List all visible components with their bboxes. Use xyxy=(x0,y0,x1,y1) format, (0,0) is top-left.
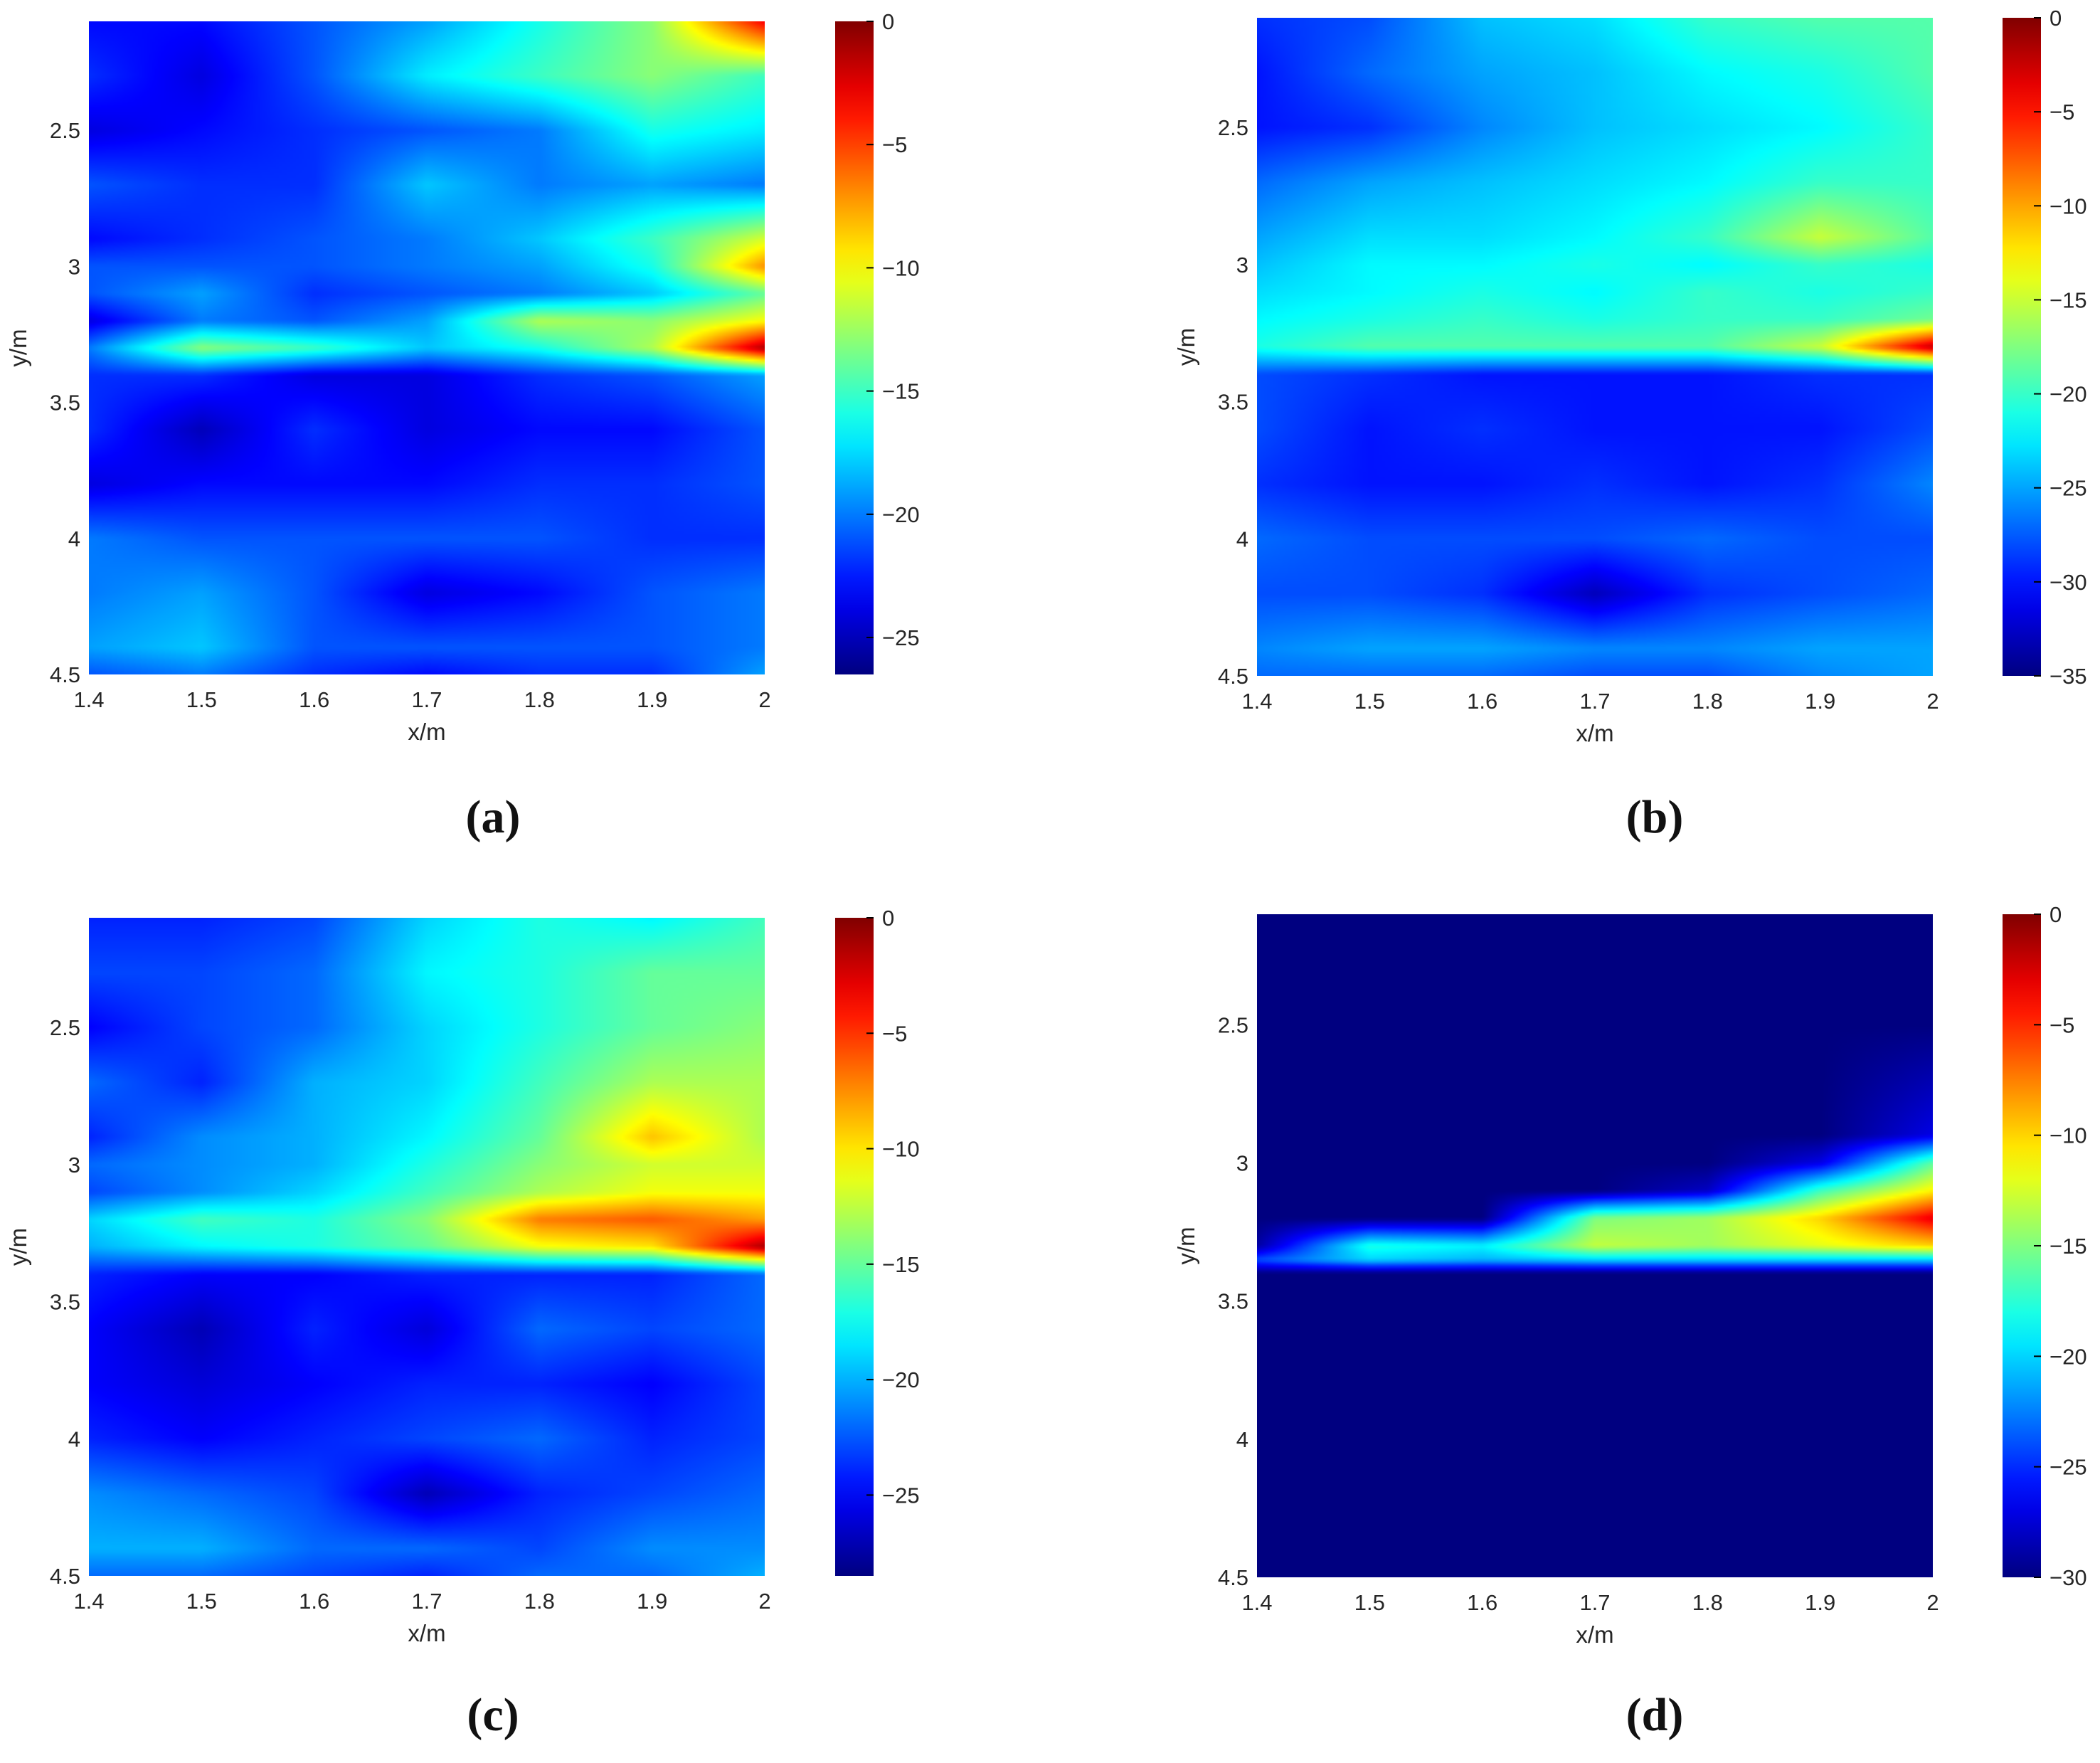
x-tick-label: 1.7 xyxy=(411,1589,442,1614)
colorbar-tick-label: −10 xyxy=(882,255,920,280)
colorbar-tick-label: −20 xyxy=(2049,1344,2087,1369)
x-tick-label: 1.8 xyxy=(524,1589,555,1614)
x-tick-label: 1.5 xyxy=(1354,689,1385,714)
colorbar-tick-label: −5 xyxy=(2049,1012,2074,1037)
y-tick-label: 3 xyxy=(1236,253,1248,277)
x-tick-label: 1.9 xyxy=(1805,1590,1835,1615)
y-tick-label: 3 xyxy=(68,254,80,279)
panel-caption: (c) xyxy=(467,1689,519,1741)
y-tick-label: 3 xyxy=(68,1153,80,1177)
x-tick-label: 1.5 xyxy=(186,1589,217,1614)
y-tick-label: 2.5 xyxy=(1218,1012,1248,1037)
panel-caption: (d) xyxy=(1626,1689,1684,1741)
colorbar-tick-label: −10 xyxy=(2049,1123,2087,1148)
x-tick-label: 1.4 xyxy=(1241,1590,1272,1615)
colorbar-tick-label: −20 xyxy=(882,502,920,527)
colorbar xyxy=(835,918,874,1576)
x-tick-label: 1.6 xyxy=(299,1589,329,1614)
x-tick-label: 1.6 xyxy=(299,687,329,712)
x-axis-label: x/m xyxy=(1576,720,1613,746)
x-tick-label: 1.5 xyxy=(186,687,217,712)
x-tick-label: 1.7 xyxy=(1579,689,1610,714)
x-tick-label: 2 xyxy=(1926,689,1939,714)
colorbar-tick-label: 0 xyxy=(2049,6,2062,31)
panel-caption: (a) xyxy=(466,791,521,843)
x-tick-label: 2 xyxy=(758,687,770,712)
panel-a: 1.4 1.5 1.6 1.7 1.8 1.9 2 2.5 3 3.5 4 4.5 x/m y/m 0 −5 −… xyxy=(5,9,920,843)
y-tick-label: 3.5 xyxy=(50,1290,80,1315)
x-axis-label: x/m xyxy=(408,719,445,745)
y-axis-label: y/m xyxy=(1173,1227,1199,1264)
colorbar xyxy=(2003,18,2041,676)
colorbar-tick-label: −30 xyxy=(2049,1565,2087,1590)
y-axis-label: y/m xyxy=(5,329,31,366)
heatmap-surface xyxy=(89,21,765,674)
y-axis-label: y/m xyxy=(5,1228,31,1266)
y-tick-label: 2.5 xyxy=(1218,115,1248,140)
x-tick-label: 1.4 xyxy=(73,1589,104,1614)
heatmap-surface xyxy=(89,918,765,1576)
y-tick-label: 4 xyxy=(1236,1427,1248,1452)
y-tick-label: 3 xyxy=(1236,1151,1248,1176)
y-tick-label: 4 xyxy=(68,526,80,551)
colorbar xyxy=(835,21,874,674)
panel-d: 1.4 1.5 1.6 1.7 1.8 1.9 2 2.5 3 3.5 4 4.5 x/m y/m 0 −5 −… xyxy=(1173,902,2087,1741)
y-tick-label: 3.5 xyxy=(1218,390,1248,415)
panel-caption: (b) xyxy=(1626,791,1684,843)
panel-b: 1.4 1.5 1.6 1.7 1.8 1.9 2 2.5 3 3.5 4 4.5 x/m y/m 0 −5 −… xyxy=(1173,6,2087,843)
y-tick-label: 4 xyxy=(1236,526,1248,551)
x-tick-label: 1.7 xyxy=(1579,1590,1610,1615)
colorbar-tick-label: −20 xyxy=(882,1367,920,1392)
x-tick-label: 2 xyxy=(758,1589,770,1614)
colorbar-tick-label: −15 xyxy=(882,379,920,404)
x-tick-label: 2 xyxy=(1926,1590,1939,1615)
colorbar-tick-label: −15 xyxy=(2049,1234,2087,1259)
x-tick-label: 1.8 xyxy=(1692,689,1723,714)
y-tick-label: 2.5 xyxy=(50,1015,80,1040)
x-tick-label: 1.6 xyxy=(1467,689,1497,714)
x-tick-label: 1.8 xyxy=(524,687,555,712)
colorbar-tick-label: −25 xyxy=(2049,476,2087,501)
x-tick-label: 1.4 xyxy=(73,687,104,712)
y-axis-label: y/m xyxy=(1173,328,1199,366)
x-tick-label: 1.4 xyxy=(1241,689,1272,714)
colorbar-tick-label: −25 xyxy=(2049,1455,2087,1480)
colorbar-tick-label: −30 xyxy=(2049,570,2087,595)
x-axis-label: x/m xyxy=(1576,1621,1613,1648)
x-tick-label: 1.9 xyxy=(1805,689,1835,714)
y-tick-label: 4.5 xyxy=(1218,664,1248,689)
colorbar-tick-label: −25 xyxy=(882,1483,920,1508)
colorbar-tick-label: −15 xyxy=(882,1252,920,1277)
colorbar-tick-label: −5 xyxy=(2049,100,2074,125)
colorbar-tick-label: 0 xyxy=(2049,902,2062,927)
y-tick-label: 4.5 xyxy=(50,1564,80,1589)
colorbar-tick-label: 0 xyxy=(882,9,894,34)
x-axis-label: x/m xyxy=(408,1620,445,1646)
x-tick-label: 1.5 xyxy=(1354,1590,1385,1615)
colorbar-tick-label: −15 xyxy=(2049,287,2087,312)
y-tick-label: 4.5 xyxy=(50,662,80,687)
colorbar-tick-label: −10 xyxy=(882,1137,920,1162)
x-tick-label: 1.9 xyxy=(637,1589,667,1614)
colorbar-tick-label: −10 xyxy=(2049,194,2087,218)
colorbar-tick-label: −5 xyxy=(882,1021,907,1046)
x-tick-label: 1.6 xyxy=(1467,1590,1497,1615)
y-tick-label: 3.5 xyxy=(50,391,80,415)
y-tick-label: 4.5 xyxy=(1218,1565,1248,1590)
panel-c: 1.4 1.5 1.6 1.7 1.8 1.9 2 2.5 3 3.5 4 4.5 x/m y/m 0 −5 −… xyxy=(5,906,920,1741)
x-tick-label: 1.8 xyxy=(1692,1590,1723,1615)
heatmap-surface xyxy=(1257,914,1933,1577)
colorbar-tick-label: −25 xyxy=(882,625,920,650)
y-tick-label: 2.5 xyxy=(50,118,80,143)
x-tick-label: 1.7 xyxy=(411,687,442,712)
colorbar-tick-label: −20 xyxy=(2049,382,2087,407)
colorbar-tick-label: −35 xyxy=(2049,664,2087,689)
y-tick-label: 3.5 xyxy=(1218,1289,1248,1314)
colorbar-tick-label: 0 xyxy=(882,906,894,931)
colorbar-tick-label: −5 xyxy=(882,132,907,157)
x-tick-label: 1.9 xyxy=(637,687,667,712)
heatmap-surface xyxy=(1257,18,1933,676)
y-tick-label: 4 xyxy=(68,1426,80,1451)
